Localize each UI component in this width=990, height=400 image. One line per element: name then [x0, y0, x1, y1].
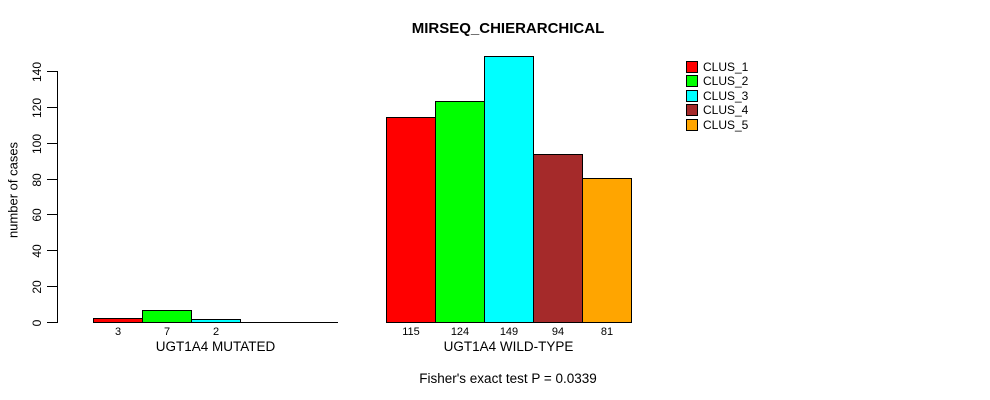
bar-value-label: 94: [551, 326, 565, 338]
y-tick-mark: [47, 179, 57, 180]
legend-swatch: [686, 61, 698, 73]
legend-swatch: [686, 75, 698, 87]
y-tick-label: 20: [30, 279, 44, 294]
y-axis-title: number of cases: [5, 141, 21, 239]
bar-value-label: 149: [499, 326, 519, 338]
y-tick-label: 40: [30, 243, 44, 258]
bar-value-label: 115: [402, 326, 420, 338]
legend-swatch: [686, 119, 698, 131]
legend-label: CLUS_1: [703, 60, 749, 74]
bar-clus_1-mutated: [93, 318, 143, 323]
bar-value-label: 124: [450, 326, 470, 338]
y-tick-label: 120: [30, 97, 44, 118]
y-tick-label: 80: [30, 172, 44, 187]
bar-value-label: 3: [114, 326, 122, 338]
bar-clus_3-mutated: [191, 319, 241, 323]
y-tick-label: 100: [30, 133, 44, 154]
legend-label: CLUS_2: [703, 74, 749, 88]
bar-value-label: 81: [600, 326, 614, 338]
subtitle: Fisher's exact test P = 0.0339: [419, 371, 597, 386]
y-tick-label: 60: [30, 207, 44, 222]
x-group-label: UGT1A4 WILD-TYPE: [443, 339, 574, 354]
legend-label: CLUS_4: [703, 103, 749, 117]
bar-clus_4-wildtype: [533, 154, 583, 323]
y-tick-mark: [47, 107, 57, 108]
y-tick-label: 140: [30, 61, 44, 82]
bar-value-label: 7: [163, 326, 171, 338]
bar-clus_5-wildtype: [582, 178, 632, 323]
legend-label: CLUS_5: [703, 118, 749, 132]
y-tick-mark: [47, 214, 57, 215]
x-group-label: UGT1A4 MUTATED: [155, 339, 276, 354]
y-tick-mark: [47, 250, 57, 251]
y-tick-mark: [47, 143, 57, 144]
bar-clus_3-wildtype: [484, 56, 534, 323]
y-tick-label: 0: [30, 319, 44, 326]
y-tick-mark: [47, 286, 57, 287]
chart-title: MIRSEQ_CHIERARCHICAL: [411, 20, 605, 37]
legend-swatch: [686, 90, 698, 102]
y-tick-mark: [47, 71, 57, 72]
bar-clus_1-wildtype: [386, 117, 436, 323]
legend-swatch: [686, 104, 698, 116]
legend-label: CLUS_3: [703, 89, 749, 103]
bar-value-label: 2: [212, 326, 220, 338]
y-tick-mark: [47, 322, 57, 323]
y-axis-line: [57, 71, 58, 323]
bar-clus_2-wildtype: [435, 101, 485, 323]
bar-clus_2-mutated: [142, 310, 192, 323]
